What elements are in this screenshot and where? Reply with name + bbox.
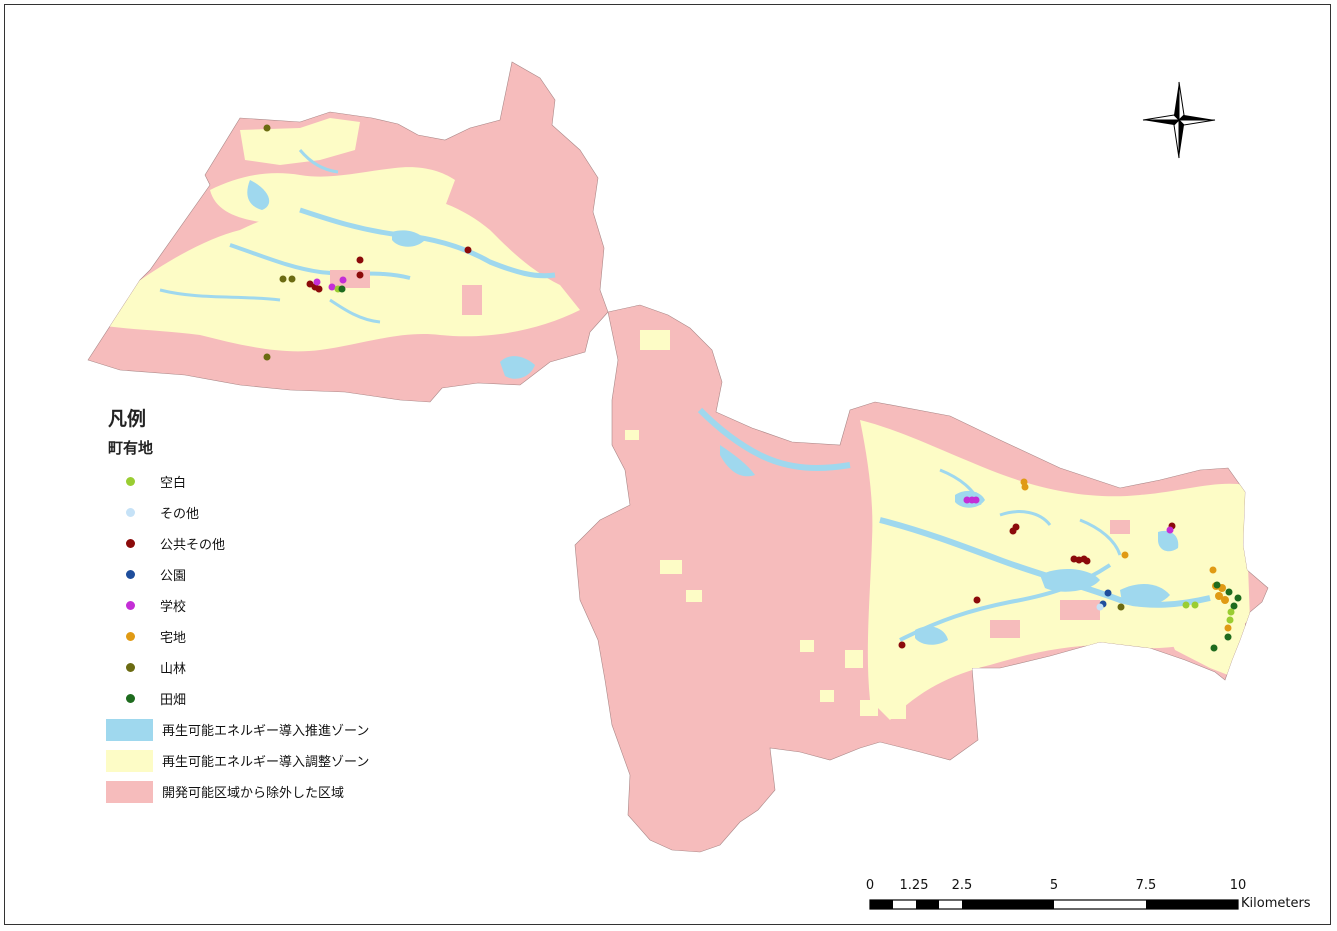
map-point-sanrin[interactable]	[1117, 603, 1125, 611]
legend-label: 田畑	[160, 693, 187, 708]
promote-zone-swatch	[106, 718, 153, 741]
legend-title: 凡例	[108, 408, 147, 430]
map-point-public[interactable]	[1012, 523, 1020, 531]
legend-label: 山林	[160, 662, 187, 677]
legend-item-forest: 山林	[106, 652, 369, 683]
legend-item-residential: 宅地	[106, 621, 369, 652]
legend-item-adjust-zone: 再生可能エネルギー導入調整ゾーン	[106, 745, 369, 776]
legend-item-vacant: 空白	[106, 466, 369, 497]
legend-label: 開発可能区域から除外した区域	[162, 786, 345, 801]
scale-label: 0	[865, 878, 875, 893]
map-point-field[interactable]	[338, 285, 346, 293]
map-point-field[interactable]	[1213, 581, 1221, 589]
scale-label: 1.25	[899, 878, 929, 893]
map-point-other[interactable]	[1096, 603, 1104, 611]
legend-label: 学校	[160, 600, 187, 615]
legend-label: 宅地	[160, 631, 187, 646]
excluded-zone-swatch	[106, 780, 153, 803]
map-point-sanrin[interactable]	[263, 353, 271, 361]
public-marker-icon	[125, 539, 135, 548]
map-point-field[interactable]	[1234, 594, 1242, 602]
map-point-residential[interactable]	[1224, 624, 1232, 632]
map-point-public[interactable]	[464, 246, 472, 254]
legend-item-other: その他	[106, 497, 369, 528]
legend-item-farmland: 田畑	[106, 683, 369, 714]
school-marker-icon	[125, 601, 135, 610]
other-marker-icon	[125, 508, 135, 517]
map-point-residential[interactable]	[1221, 596, 1229, 604]
point-layer	[263, 124, 1242, 652]
legend-item-public-other: 公共その他	[106, 528, 369, 559]
map-point-field[interactable]	[1225, 588, 1233, 596]
legend-item-promote-zone: 再生可能エネルギー導入推進ゾーン	[106, 714, 369, 745]
residential-marker-icon	[125, 632, 135, 641]
forest-marker-icon	[125, 663, 135, 672]
map-point-school[interactable]	[972, 496, 980, 504]
legend-item-school: 学校	[106, 590, 369, 621]
map-point-sanrin[interactable]	[263, 124, 271, 132]
map-point-public[interactable]	[315, 285, 323, 293]
map-point-vacant[interactable]	[1227, 608, 1235, 616]
map-point-field[interactable]	[1230, 602, 1238, 610]
west-region	[87, 61, 609, 403]
farmland-marker-icon	[125, 694, 135, 703]
scale-label: 7.5	[1135, 878, 1157, 893]
map-point-residential[interactable]	[1021, 483, 1029, 491]
legend-subtitle: 町有地	[108, 439, 154, 457]
map-point-public[interactable]	[356, 271, 364, 279]
map-point-public[interactable]	[1083, 557, 1091, 565]
map-point-vacant[interactable]	[1191, 601, 1199, 609]
map-frame	[4, 4, 1331, 925]
map-point-school[interactable]	[339, 276, 347, 284]
map-point-school[interactable]	[313, 278, 321, 286]
map-point-public[interactable]	[898, 641, 906, 649]
map-point-vacant[interactable]	[1182, 601, 1190, 609]
map-point-residential[interactable]	[1209, 566, 1217, 574]
map-point-field[interactable]	[1210, 644, 1218, 652]
scale-label: 5	[1049, 878, 1059, 893]
map-point-sanrin[interactable]	[288, 275, 296, 283]
map-point-public[interactable]	[356, 256, 364, 264]
legend-item-park: 公園	[106, 559, 369, 590]
map-point-sanrin[interactable]	[279, 275, 287, 283]
east-region	[574, 304, 1269, 853]
scale-label: 2.5	[951, 878, 973, 893]
map-point-vacant[interactable]	[1226, 616, 1234, 624]
legend-label: 空白	[160, 476, 187, 491]
adjust-zone-swatch	[106, 749, 153, 772]
map-point-field[interactable]	[1224, 633, 1232, 641]
legend-label: 公共その他	[160, 538, 226, 553]
legend-label: 公園	[160, 569, 187, 584]
map-point-school[interactable]	[963, 496, 971, 504]
map-point-school[interactable]	[1166, 526, 1174, 534]
map-point-residential[interactable]	[1121, 551, 1129, 559]
legend: 凡例 町有地 空白 その他 公共その他 公園 学校 宅地 山林 田畑 再生可能エ…	[106, 404, 369, 807]
vacant-marker-icon	[125, 477, 135, 486]
scale-unit: Kilometers	[1241, 896, 1311, 911]
map-point-school[interactable]	[328, 283, 336, 291]
scale-bar-graphic	[869, 899, 1239, 910]
north-arrow-icon	[1142, 81, 1216, 159]
scale-label: 10	[1229, 878, 1247, 893]
map-point-park[interactable]	[1104, 589, 1112, 597]
legend-item-excluded-zone: 開発可能区域から除外した区域	[106, 776, 369, 807]
park-marker-icon	[125, 570, 135, 579]
legend-label: 再生可能エネルギー導入調整ゾーン	[162, 755, 370, 770]
legend-label: 再生可能エネルギー導入推進ゾーン	[162, 724, 370, 739]
map-point-residential[interactable]	[1215, 592, 1223, 600]
map-point-public[interactable]	[973, 596, 981, 604]
legend-label: その他	[160, 507, 200, 522]
